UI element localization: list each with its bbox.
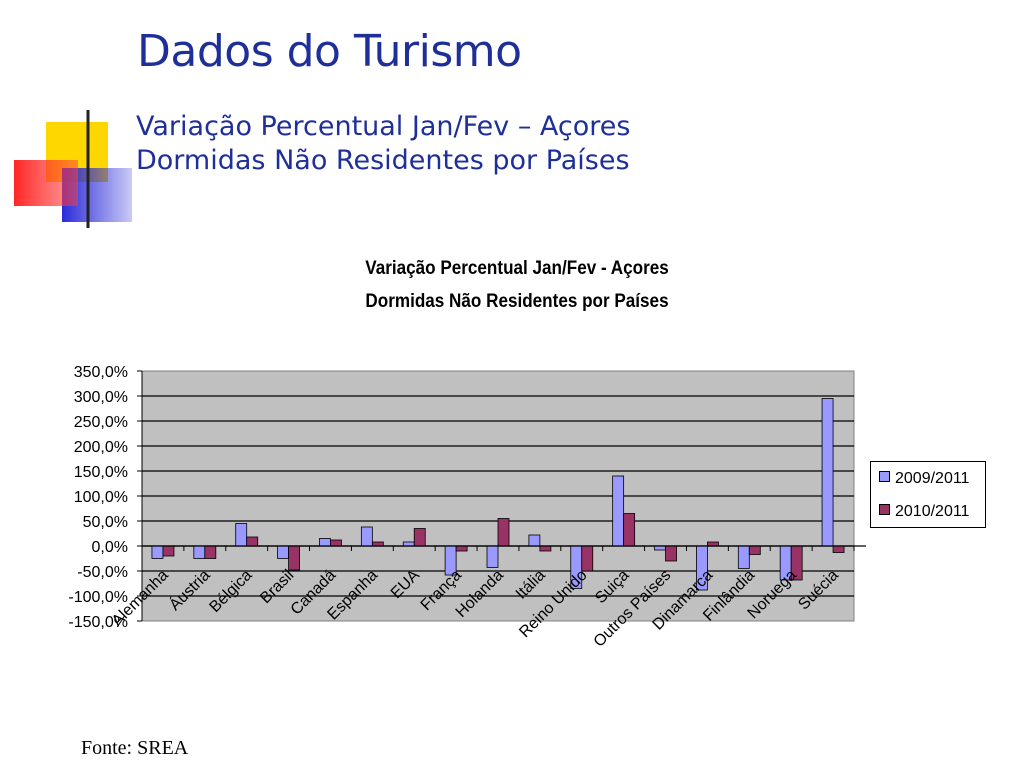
legend-item-series-2: 2010/2011: [879, 503, 969, 521]
bar-series-2: [413, 528, 426, 547]
slide-subtitle-line1: Variação Percentual Jan/Fev – Açores: [136, 111, 631, 142]
bar-series-1: [737, 545, 750, 569]
y-tick-label: -150,0%: [68, 614, 128, 631]
bar-series-1: [193, 545, 206, 559]
bar-series-1: [612, 475, 625, 547]
bar-series-1: [821, 398, 834, 547]
slide-subtitle-line2: Dormidas Não Residentes por Países: [136, 145, 630, 176]
bar-series-1: [319, 538, 331, 547]
bar-series-1: [277, 545, 289, 559]
y-tick-label: 100,0%: [74, 489, 128, 506]
bar-series-2: [748, 545, 761, 555]
bar-series-1: [486, 545, 499, 568]
bar-series-2: [497, 518, 510, 547]
y-tick-label: 150,0%: [74, 464, 128, 481]
decorative-corner-graphic: [14, 110, 1000, 228]
y-tick-label: 350,0%: [74, 364, 128, 381]
chart-title-line2: Dormidas Não Residentes por Países: [365, 291, 669, 312]
legend-label-series-1: 2009/2011: [895, 470, 970, 487]
bar-series-1: [360, 526, 373, 547]
y-tick-label: 0,0%: [92, 539, 128, 556]
legend-swatch-series-1: [879, 471, 890, 482]
bar-series-2: [581, 545, 594, 572]
chart-title-line1: Variação Percentual Jan/Fev - Açores: [365, 258, 669, 279]
bar-series-2: [246, 536, 259, 547]
bar-series-2: [330, 539, 342, 547]
bar-series-2: [623, 513, 636, 547]
legend-item-series-1: 2009/2011: [879, 470, 969, 488]
y-tick-label: 200,0%: [74, 439, 128, 456]
source-note: Fonte: SREA: [81, 737, 189, 759]
bar-series-2: [832, 545, 845, 553]
chart-legend: 2009/2011 2010/2011: [870, 461, 986, 528]
y-tick-label: 300,0%: [74, 389, 128, 406]
y-tick-label: -50,0%: [77, 564, 128, 581]
y-tick-label: 250,0%: [74, 414, 128, 431]
y-tick-label: 50,0%: [83, 514, 128, 531]
slide-title: Dados do Turismo: [137, 26, 522, 77]
slide-subtitle: Variação Percentual Jan/Fev – Açores Dor…: [136, 110, 630, 178]
legend-swatch-series-2: [879, 504, 890, 515]
bar-series-2: [204, 545, 217, 559]
bar-series-1: [151, 545, 164, 559]
y-tick-label: -100,0%: [68, 589, 128, 606]
bar-series-2: [288, 545, 300, 571]
bar-series-2: [539, 545, 552, 552]
deco-red-square: [14, 160, 78, 206]
bar-series-2: [665, 545, 677, 562]
bar-series-1: [235, 523, 248, 547]
bar-series-2: [162, 545, 175, 557]
bar-series-1: [528, 534, 541, 547]
legend-label-series-2: 2010/2011: [895, 503, 970, 520]
bar-series-2: [455, 545, 468, 552]
